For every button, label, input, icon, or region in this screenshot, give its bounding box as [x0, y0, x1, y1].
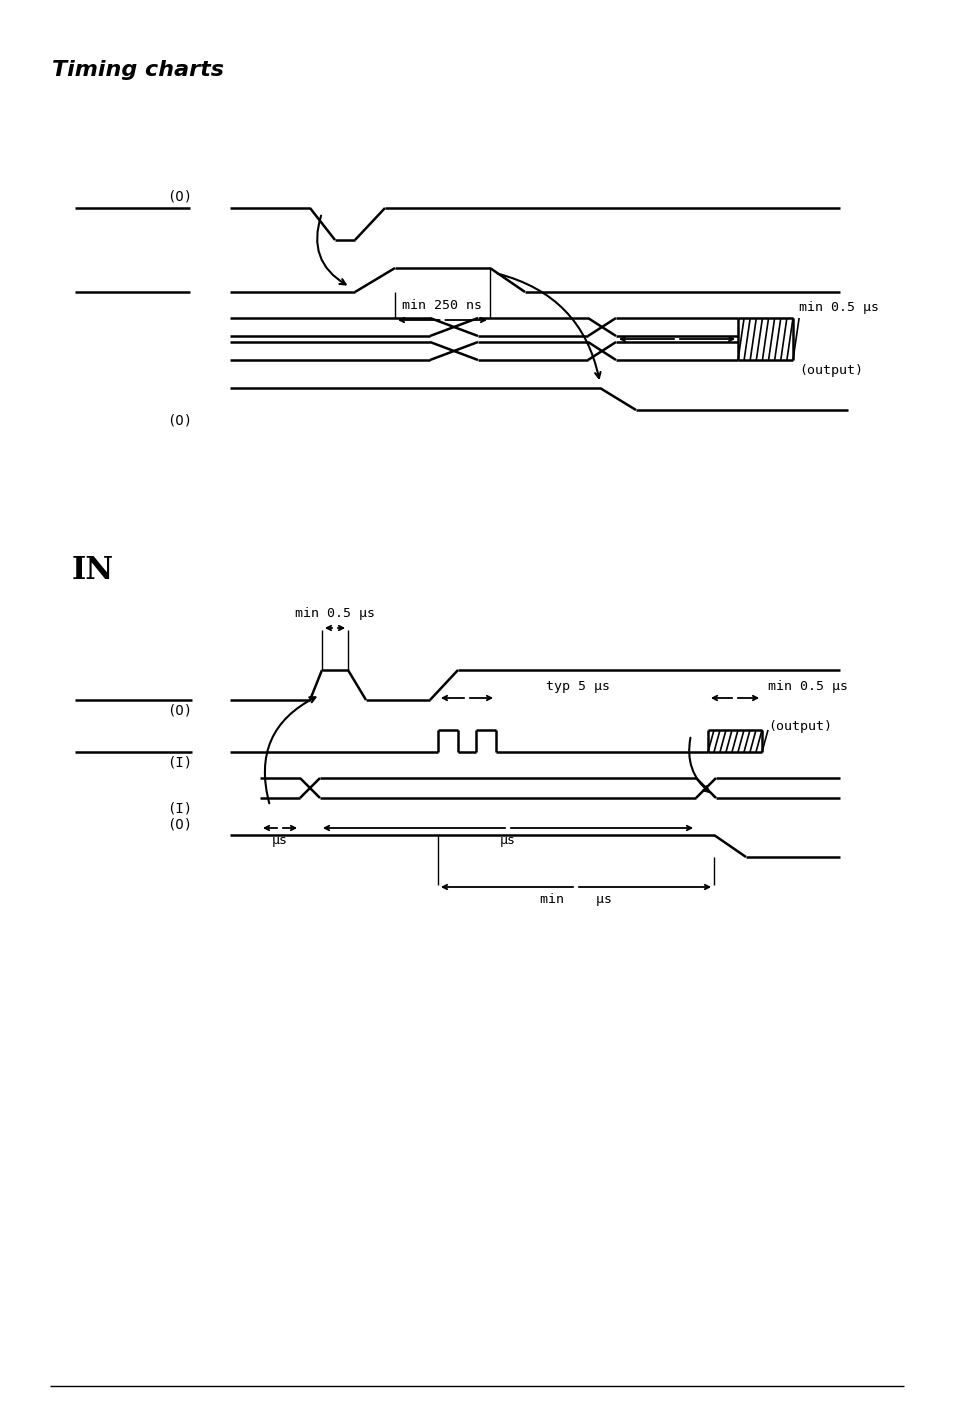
- Text: (O): (O): [167, 414, 192, 428]
- Text: min    μs: min μs: [539, 893, 612, 906]
- Text: min 250 ns: min 250 ns: [401, 299, 481, 312]
- Text: μs: μs: [272, 834, 288, 847]
- Text: (O): (O): [167, 703, 192, 718]
- Text: Timing charts: Timing charts: [52, 60, 224, 79]
- Text: (I): (I): [167, 756, 192, 770]
- Text: (output): (output): [799, 364, 862, 377]
- Text: (O): (O): [167, 190, 192, 204]
- Text: (output): (output): [767, 720, 831, 733]
- Text: min 0.5 μs: min 0.5 μs: [294, 607, 375, 620]
- Text: (O): (O): [167, 817, 192, 831]
- Text: typ 5 μs: typ 5 μs: [545, 681, 609, 693]
- Text: IN: IN: [71, 554, 114, 586]
- Text: (I): (I): [167, 803, 192, 815]
- Text: min 0.5 μs: min 0.5 μs: [799, 301, 878, 313]
- Text: μs: μs: [499, 834, 516, 847]
- Text: min 0.5 μs: min 0.5 μs: [767, 681, 847, 693]
